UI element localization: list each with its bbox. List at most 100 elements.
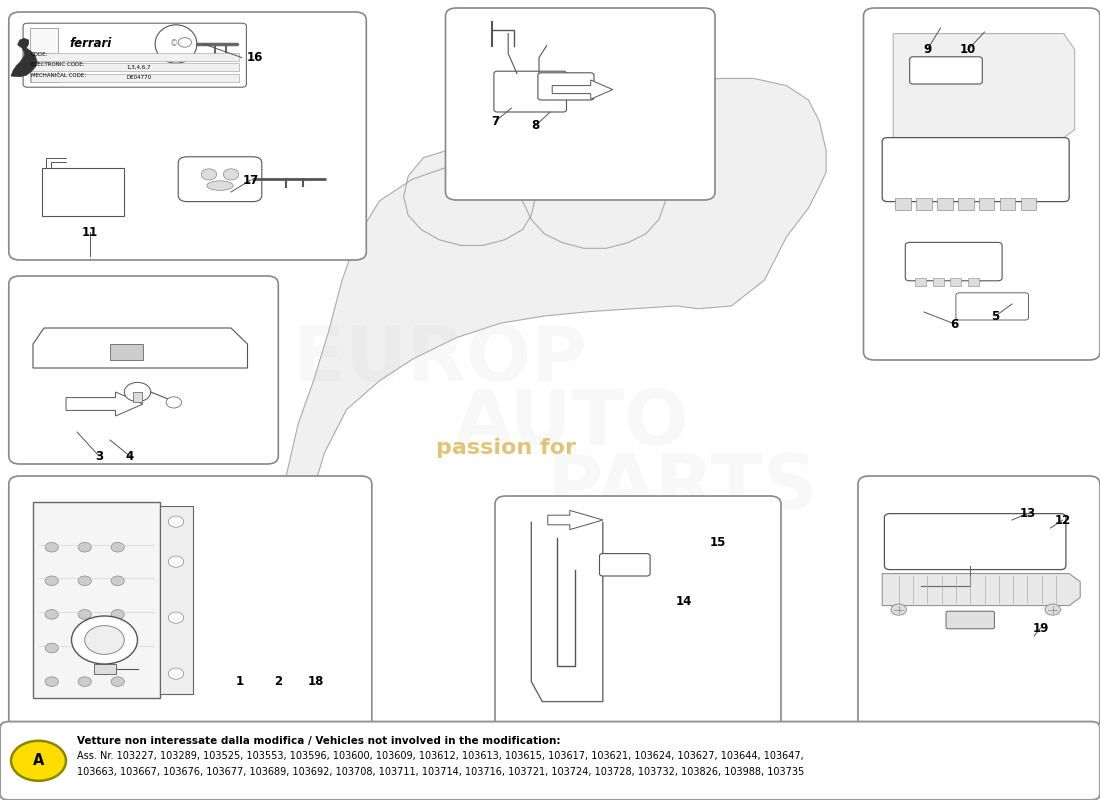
Bar (950, 278, 961, 286)
Text: 103663, 103667, 103676, 103677, 103689, 103692, 103708, 103711, 103714, 103716, : 103663, 103667, 103676, 103677, 103689, … (77, 767, 804, 777)
Circle shape (178, 38, 191, 47)
Bar (933, 278, 944, 286)
Circle shape (45, 643, 58, 653)
Polygon shape (272, 78, 826, 626)
FancyBboxPatch shape (9, 276, 278, 464)
Text: 5: 5 (991, 310, 1000, 322)
Circle shape (111, 542, 124, 552)
FancyBboxPatch shape (600, 554, 650, 576)
FancyBboxPatch shape (946, 611, 994, 629)
Bar (42, 168, 124, 216)
Text: 4: 4 (125, 450, 134, 462)
Polygon shape (882, 574, 1080, 606)
Bar (94, 664, 115, 674)
Circle shape (111, 576, 124, 586)
Text: ©: © (169, 39, 178, 49)
Bar (31, 63, 239, 71)
Ellipse shape (155, 25, 197, 63)
Circle shape (45, 576, 58, 586)
FancyBboxPatch shape (884, 514, 1066, 570)
Bar (1021, 198, 1036, 210)
FancyBboxPatch shape (446, 8, 715, 200)
Circle shape (85, 626, 124, 654)
Text: 8: 8 (531, 119, 540, 132)
FancyBboxPatch shape (910, 57, 982, 84)
Circle shape (201, 169, 217, 180)
Text: 10: 10 (960, 43, 976, 56)
Text: passion for: passion for (436, 438, 576, 458)
Circle shape (223, 169, 239, 180)
FancyBboxPatch shape (538, 73, 594, 100)
Text: 1,3,4,6,7: 1,3,4,6,7 (126, 65, 151, 70)
FancyBboxPatch shape (178, 157, 262, 202)
Polygon shape (33, 328, 248, 368)
FancyBboxPatch shape (864, 8, 1100, 360)
Text: ELECTRONIC CODE:: ELECTRONIC CODE: (31, 62, 85, 67)
Text: 3: 3 (95, 450, 103, 462)
FancyBboxPatch shape (905, 242, 1002, 281)
Text: 1: 1 (235, 675, 244, 688)
Polygon shape (11, 38, 37, 77)
Circle shape (72, 616, 138, 664)
Text: 17: 17 (243, 174, 258, 186)
Text: CODE:: CODE: (31, 52, 48, 57)
Ellipse shape (207, 181, 233, 190)
Text: 11: 11 (82, 226, 98, 238)
Circle shape (45, 610, 58, 619)
Text: parts since 1: parts since 1 (546, 502, 708, 522)
Polygon shape (893, 34, 1075, 138)
Circle shape (45, 542, 58, 552)
Text: MECHANICAL CODE:: MECHANICAL CODE: (31, 73, 86, 78)
Circle shape (168, 668, 184, 679)
Circle shape (111, 677, 124, 686)
Circle shape (1045, 604, 1060, 615)
Circle shape (78, 677, 91, 686)
Text: Vetture non interessate dalla modifica / Vehicles not involved in the modificati: Vetture non interessate dalla modifica /… (77, 736, 561, 746)
Bar (31, 53, 239, 61)
Text: 16: 16 (248, 51, 263, 64)
Polygon shape (66, 392, 143, 416)
Bar (915, 278, 926, 286)
FancyBboxPatch shape (495, 496, 781, 728)
Text: ferrari: ferrari (69, 37, 111, 50)
Bar (916, 198, 932, 210)
Text: 15: 15 (711, 536, 726, 549)
FancyBboxPatch shape (0, 722, 1100, 800)
FancyBboxPatch shape (9, 476, 372, 728)
Text: AUTO: AUTO (454, 387, 690, 461)
Polygon shape (548, 510, 603, 530)
Text: 14: 14 (676, 595, 692, 608)
Bar (110, 344, 143, 360)
Polygon shape (552, 80, 613, 99)
Text: 19: 19 (1033, 622, 1048, 634)
Bar (160, 506, 192, 694)
Circle shape (111, 610, 124, 619)
Circle shape (111, 643, 124, 653)
FancyBboxPatch shape (956, 293, 1028, 320)
FancyBboxPatch shape (23, 23, 246, 87)
Circle shape (78, 643, 91, 653)
Text: Ass. Nr. 103227, 103289, 103525, 103553, 103596, 103600, 103609, 103612, 103613,: Ass. Nr. 103227, 103289, 103525, 103553,… (77, 751, 804, 761)
Circle shape (45, 677, 58, 686)
Bar (133, 392, 142, 402)
Text: 18: 18 (308, 675, 323, 688)
Text: 9: 9 (923, 43, 932, 56)
Bar (937, 198, 953, 210)
FancyBboxPatch shape (858, 476, 1100, 728)
Text: 6: 6 (950, 318, 959, 330)
FancyBboxPatch shape (494, 71, 566, 112)
Text: A: A (33, 754, 44, 768)
Text: 12: 12 (1055, 514, 1070, 526)
Circle shape (166, 397, 182, 408)
Circle shape (891, 604, 906, 615)
FancyBboxPatch shape (9, 12, 366, 260)
Text: PARTS: PARTS (547, 451, 817, 525)
Circle shape (168, 516, 184, 527)
Bar (968, 278, 979, 286)
Bar (31, 74, 239, 82)
Bar (1000, 198, 1015, 210)
FancyBboxPatch shape (0, 0, 1100, 736)
Bar (979, 198, 994, 210)
Text: 13: 13 (1020, 507, 1035, 520)
Text: EUROP: EUROP (293, 323, 587, 397)
